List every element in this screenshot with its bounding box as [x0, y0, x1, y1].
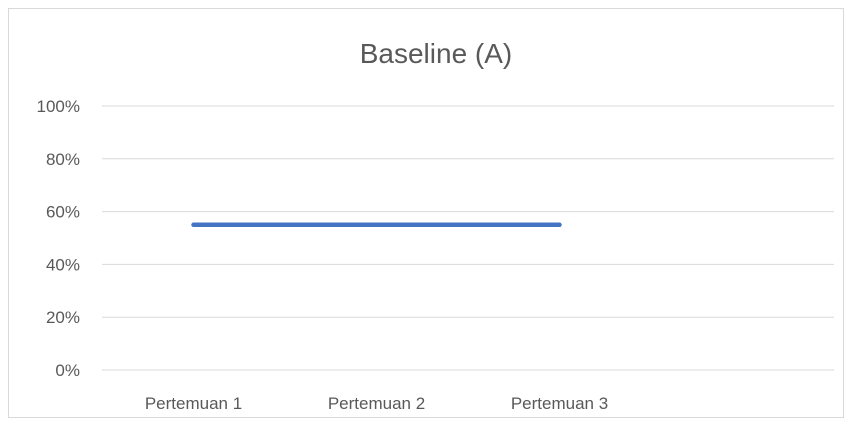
y-tick-label: 100%	[37, 97, 80, 116]
chart-title: Baseline (A)	[360, 38, 513, 69]
y-tick-label: 20%	[46, 308, 80, 327]
x-axis: Pertemuan 1 Pertemuan 2 Pertemuan 3	[145, 394, 608, 413]
gridlines	[102, 105, 834, 371]
y-axis: 0% 20% 40% 60% 80% 100%	[37, 97, 80, 380]
chart-frame	[8, 8, 844, 418]
x-tick-label: Pertemuan 2	[328, 394, 425, 413]
y-tick-label: 40%	[46, 255, 80, 274]
y-tick-label: 60%	[46, 203, 80, 222]
y-tick-label: 80%	[46, 150, 80, 169]
x-tick-label: Pertemuan 1	[145, 394, 242, 413]
x-tick-label: Pertemuan 3	[511, 394, 608, 413]
y-tick-label: 0%	[55, 361, 80, 380]
